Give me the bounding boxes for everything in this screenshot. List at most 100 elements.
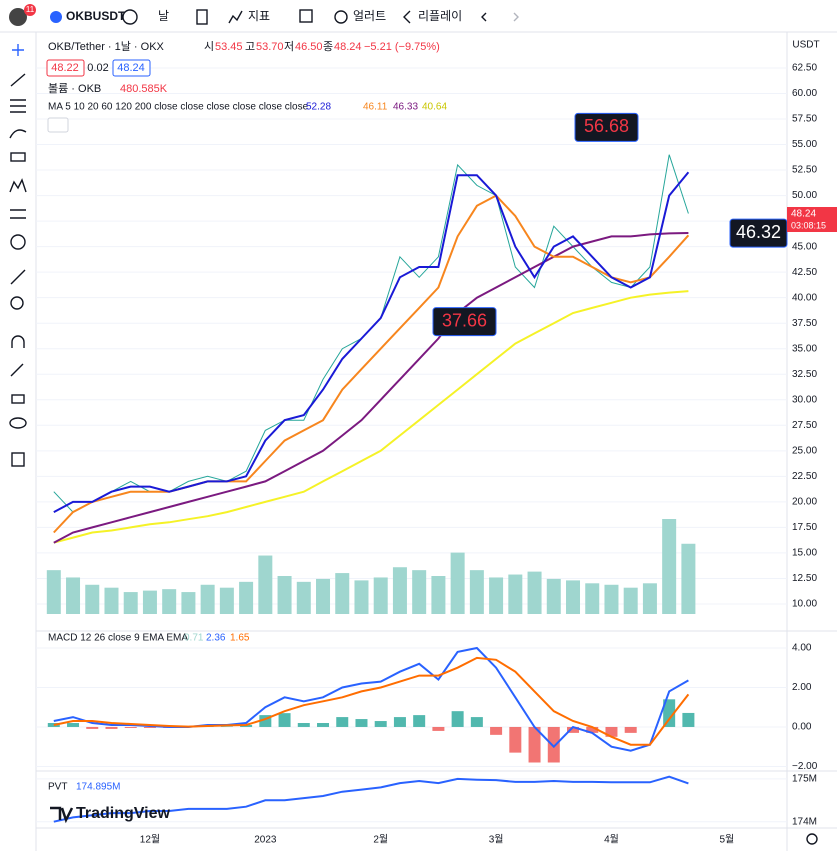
y-tick-label: 20.00 <box>792 497 817 508</box>
redo[interactable] <box>513 12 519 22</box>
y-tick-label: 32.50 <box>792 369 817 380</box>
change: −5.21 (−9.75%) <box>364 41 440 53</box>
draw-mode[interactable] <box>10 363 24 377</box>
y-tick-label: 10.00 <box>792 599 817 610</box>
emoji-tool[interactable] <box>10 234 26 250</box>
collapse-legend[interactable] <box>47 117 69 133</box>
replay[interactable]: 리플레이 <box>418 9 462 23</box>
histogram-bar <box>586 726 599 733</box>
volume-bar <box>123 592 138 614</box>
prediction-tool[interactable] <box>10 209 26 219</box>
histogram-bar <box>451 711 464 727</box>
last-price-box <box>787 207 837 221</box>
volume-bar <box>662 519 677 614</box>
interval[interactable]: 날 <box>158 9 169 23</box>
price-callout-box <box>729 218 788 248</box>
zoom-tool[interactable] <box>10 296 24 310</box>
y-tick-label: 50.00 <box>792 190 817 201</box>
histogram-bar <box>393 717 406 727</box>
alert-icon <box>334 10 348 24</box>
volume-bar <box>489 577 504 614</box>
volume-bar <box>508 574 523 614</box>
volume-bar <box>200 584 215 614</box>
volume-value: 480.585K <box>120 83 168 95</box>
pattern-tool[interactable] <box>9 178 27 193</box>
macd-label: MACD 12 26 close 9 EMA EMA <box>48 633 188 644</box>
volume-bar <box>546 578 561 614</box>
crosshair-tool[interactable] <box>12 44 24 56</box>
histogram-bar <box>297 723 310 727</box>
undo[interactable] <box>481 12 487 22</box>
volume-bar <box>46 570 61 614</box>
volume-label: 볼륨 · OKB <box>48 82 101 95</box>
series-line <box>53 171 690 513</box>
ma-value: 40.64 <box>422 102 447 113</box>
countdown-box <box>787 221 837 232</box>
series-line <box>53 194 690 534</box>
remove-tool[interactable] <box>11 452 25 467</box>
ma-value: 46.11 <box>363 102 388 113</box>
y-tick-label: 17.50 <box>792 522 817 533</box>
alerts[interactable]: 얼러트 <box>353 9 386 23</box>
volume-bar <box>585 583 600 614</box>
volume-bar <box>354 580 369 614</box>
volume-bar <box>142 590 157 614</box>
indicators[interactable]: 지표 <box>248 9 270 23</box>
templates[interactable] <box>299 9 313 23</box>
histogram-bar <box>432 726 445 731</box>
symbol[interactable]: OKBUSDT <box>66 9 126 23</box>
high-label: 고 <box>245 41 255 53</box>
volume-bar <box>335 573 350 614</box>
y-tick-label: 37.50 <box>792 318 817 329</box>
text-tool[interactable] <box>10 152 26 162</box>
logo: TradingView <box>76 805 171 822</box>
indicators-icon <box>228 10 243 24</box>
histogram-bar <box>124 726 137 728</box>
settings[interactable] <box>806 833 818 845</box>
series-line <box>53 656 690 746</box>
badge-count: 11 <box>26 5 35 14</box>
avatar[interactable] <box>9 8 27 26</box>
volume-bar <box>181 592 196 614</box>
histogram-bar <box>567 726 580 733</box>
visibility-tool[interactable] <box>9 417 27 429</box>
currency-unit[interactable]: USDT <box>792 40 819 51</box>
histogram-bar <box>528 726 541 763</box>
add-symbol[interactable] <box>122 9 138 25</box>
histogram-bar <box>143 726 156 728</box>
pvt-value: 174.895M <box>76 782 120 793</box>
macd-value: 1.65 <box>230 633 250 644</box>
histogram-bar <box>663 699 676 727</box>
brush-tool[interactable] <box>9 129 27 139</box>
ask-box[interactable] <box>112 59 151 77</box>
trendline-tool[interactable] <box>10 73 26 87</box>
lock-tool[interactable] <box>11 394 25 404</box>
last-price: 48.24 <box>791 209 816 220</box>
ruler-tool[interactable] <box>10 269 26 285</box>
volume-bar <box>623 587 638 614</box>
close-label: 종 <box>323 41 333 53</box>
volume-bar <box>527 571 542 614</box>
replay-icon <box>403 10 411 24</box>
bid-box[interactable] <box>46 59 85 77</box>
x-tick-label: 2023 <box>254 835 277 846</box>
bid[interactable]: 48.22 <box>51 62 79 74</box>
macd-value: 2.36 <box>206 633 226 644</box>
magnet-tool[interactable] <box>11 335 25 348</box>
price-callout: 56.68 <box>584 116 629 136</box>
y-tick-label: 55.00 <box>792 139 817 150</box>
fib-tool[interactable] <box>10 99 26 113</box>
volume-bar <box>412 570 427 614</box>
y-tick-label: 12.50 <box>792 573 817 584</box>
chart-type[interactable] <box>196 9 208 25</box>
y-tick-label: 30.00 <box>792 394 817 405</box>
symbol-icon <box>50 11 62 23</box>
histogram-bar <box>336 717 349 727</box>
volume-bar <box>373 577 388 614</box>
x-tick-label: 5월 <box>719 834 734 846</box>
low-value: 46.50 <box>295 41 323 53</box>
ask[interactable]: 48.24 <box>117 62 145 74</box>
volume-bar <box>604 584 619 614</box>
open-label: 시 <box>204 41 214 53</box>
